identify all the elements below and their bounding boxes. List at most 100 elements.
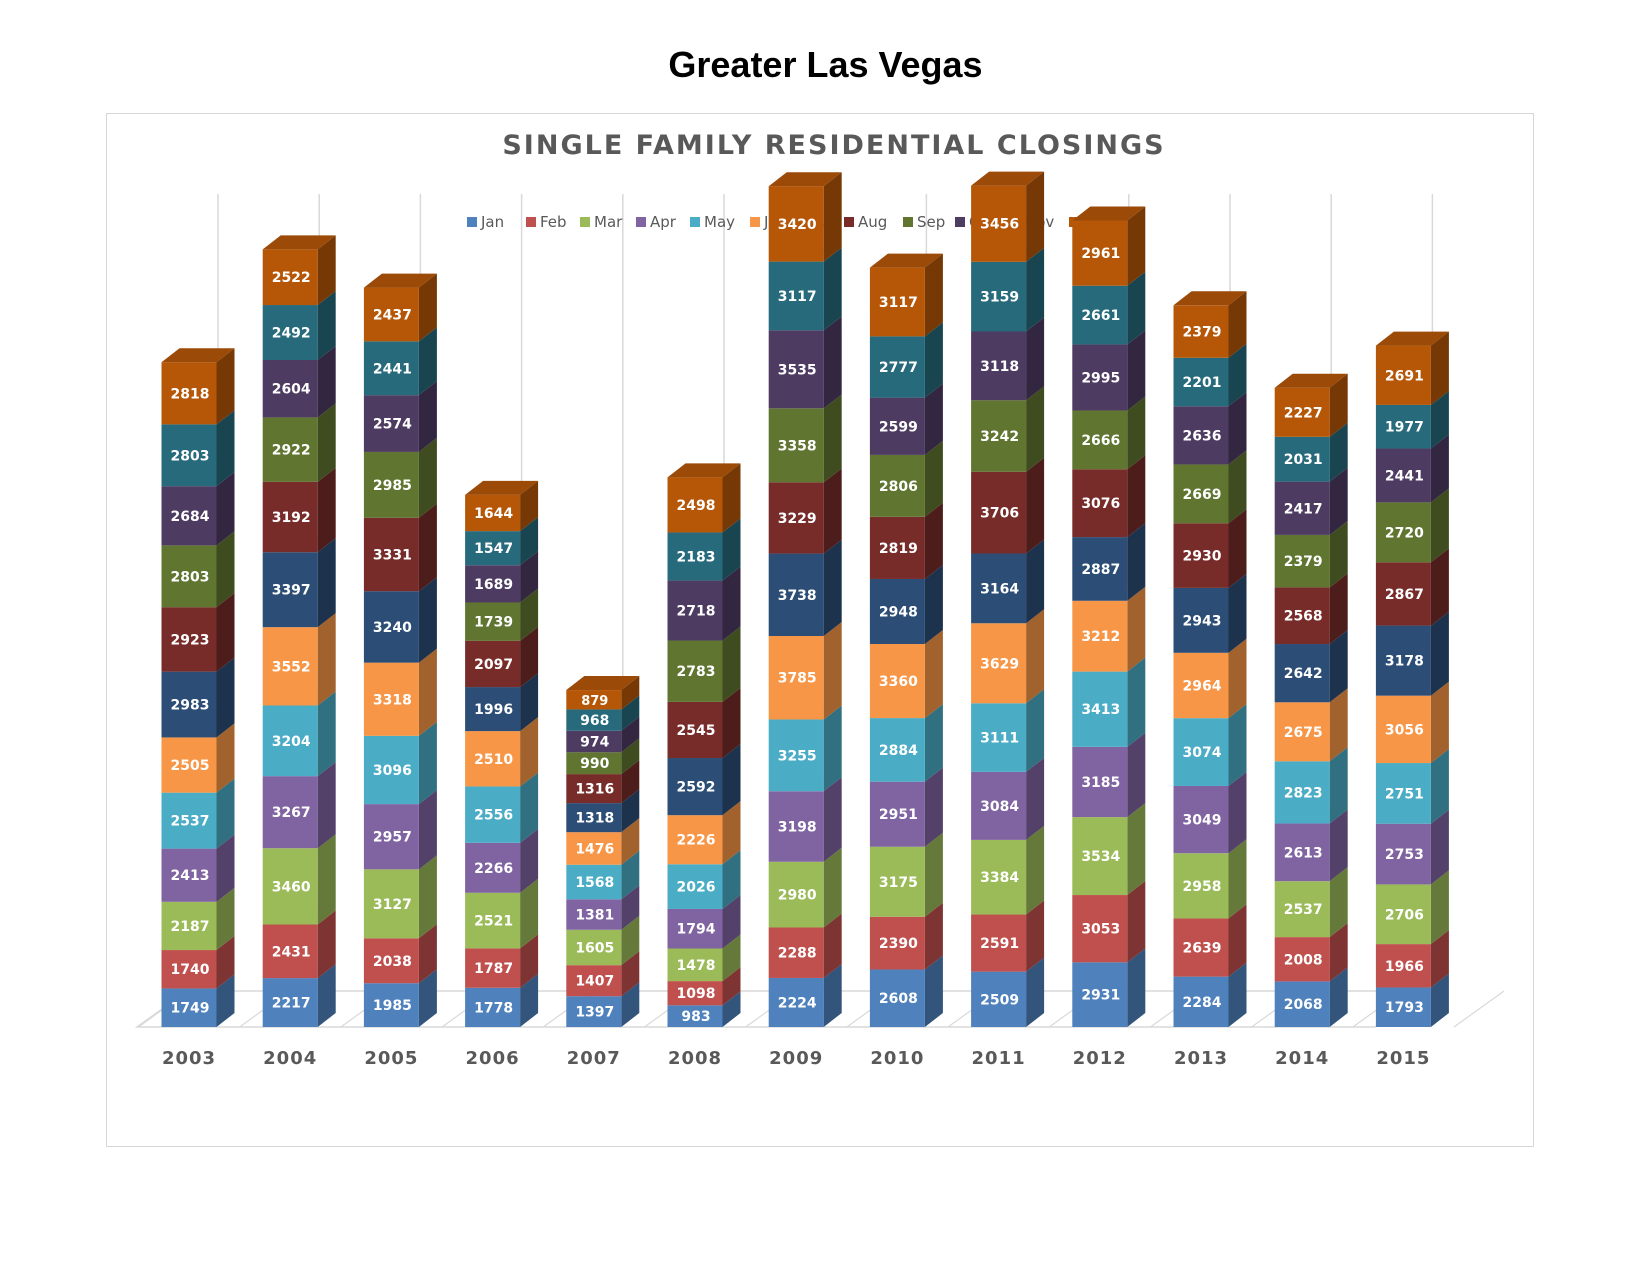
bar-front [768, 861, 824, 928]
bar-side [216, 887, 235, 951]
x-axis-labels: 2003 2004 2005 2006 2007 2008 2009 2010 2011 2012… [162, 1048, 1430, 1069]
bar-segment: 3240 [363, 577, 437, 663]
data-label: 1318 [575, 811, 614, 827]
bar-segment: 3049 [1173, 771, 1247, 854]
bar-front [1274, 644, 1330, 703]
bar-side [1026, 247, 1045, 332]
bar-segment: 2492 [262, 291, 336, 360]
data-label: 2437 [373, 307, 412, 323]
bar-segment: 2819 [869, 502, 943, 579]
bar-side [1127, 586, 1146, 672]
bar-side [823, 622, 842, 720]
bar-front [869, 718, 925, 782]
bar-side [823, 963, 842, 1027]
bar-segment: 3117 [869, 253, 943, 337]
bar-front [667, 864, 723, 909]
bar-front [1274, 761, 1330, 824]
data-label: 1568 [575, 875, 614, 891]
bar-segment: 1739 [465, 588, 539, 641]
bar-segment: 968 [566, 695, 640, 731]
bar-segment: 3096 [363, 721, 437, 805]
bar-segment: 2951 [869, 767, 943, 847]
bar-front [768, 636, 824, 720]
data-label: 2980 [778, 888, 817, 904]
bar-front [1375, 763, 1431, 824]
bar-front [971, 971, 1027, 1027]
bar-front [363, 983, 419, 1027]
legend-label: Sep [917, 213, 945, 231]
bar-segment: 2537 [161, 778, 235, 849]
bar-segment: 2413 [161, 834, 235, 902]
bar-front [869, 916, 925, 970]
data-label: 2751 [1385, 786, 1424, 802]
bar-front [869, 969, 925, 1027]
bar-side [621, 818, 640, 865]
data-label: 983 [681, 1009, 710, 1025]
bar-front [1173, 785, 1229, 854]
bar-side [722, 967, 741, 1006]
bar-front [363, 517, 419, 592]
bar-side [1127, 271, 1146, 345]
bar-front [566, 832, 622, 865]
bar-segment: 1476 [566, 818, 640, 865]
data-label: 2964 [1183, 678, 1222, 694]
bar-segment: 3118 [971, 317, 1045, 401]
bar-side [924, 902, 943, 970]
bar-side [1430, 548, 1449, 626]
data-label: 2706 [1385, 907, 1424, 923]
data-label: 2823 [1284, 785, 1323, 801]
legend-label: Aug [858, 213, 887, 231]
bar-front [1375, 944, 1431, 988]
data-label: 2867 [1385, 587, 1424, 603]
bar-front [1072, 895, 1128, 963]
bar-segment: 3198 [768, 777, 842, 862]
bar-side [1430, 749, 1449, 824]
bar-stack-2009: 2224 2288 2980 3198 3255 3785 3738 3229 3358 3535… [768, 172, 842, 1027]
bar-front [1274, 387, 1330, 437]
bar-front [465, 842, 521, 893]
bar-front [566, 774, 622, 804]
bar-segment: 3785 [768, 622, 842, 720]
data-label: 2636 [1183, 428, 1222, 444]
bar-segment: 2008 [1274, 923, 1348, 982]
data-label: 2026 [677, 880, 716, 896]
bar-segment: 3358 [768, 394, 842, 483]
bar-front [161, 988, 217, 1027]
bar-side [520, 878, 539, 949]
bar-front [566, 730, 622, 753]
bar-side [823, 172, 842, 262]
bar-segment: 2958 [1173, 839, 1247, 919]
bar-front [667, 532, 723, 581]
bar-front [363, 662, 419, 736]
bar-side [924, 253, 943, 337]
data-label: 2217 [272, 996, 311, 1012]
bar-segment: 2922 [262, 403, 336, 482]
data-label: 3456 [980, 217, 1019, 233]
bar-stack-2006: 1778 1787 2521 2266 2556 2510 1996 2097 1739 1689… [465, 480, 539, 1027]
bar-front [1072, 600, 1128, 672]
bar-side [924, 383, 943, 455]
x-tick-label: 2014 [1275, 1048, 1329, 1069]
bar-side [216, 834, 235, 902]
bar-segment: 3164 [971, 539, 1045, 624]
bar-front [869, 267, 925, 337]
bar-side [1329, 373, 1348, 437]
bar-segment: 1644 [465, 480, 539, 532]
bar-side [216, 410, 235, 487]
floor-divider [1453, 990, 1505, 1028]
bar-side [823, 705, 842, 792]
bar-segment: 1478 [667, 934, 741, 982]
data-label: 3785 [778, 671, 817, 687]
bar-front [465, 687, 521, 732]
bar-top [161, 348, 235, 363]
bar-front [161, 671, 217, 738]
bar-front [869, 578, 925, 644]
bar-segment: 2720 [1375, 488, 1449, 563]
bar-front [1375, 404, 1431, 449]
bar-front [1072, 344, 1128, 411]
bar-side [621, 716, 640, 753]
data-label: 3255 [778, 748, 817, 764]
bar-front [667, 477, 723, 533]
bar-segment: 2803 [161, 410, 235, 487]
legend-item-aug: Aug [844, 213, 887, 231]
